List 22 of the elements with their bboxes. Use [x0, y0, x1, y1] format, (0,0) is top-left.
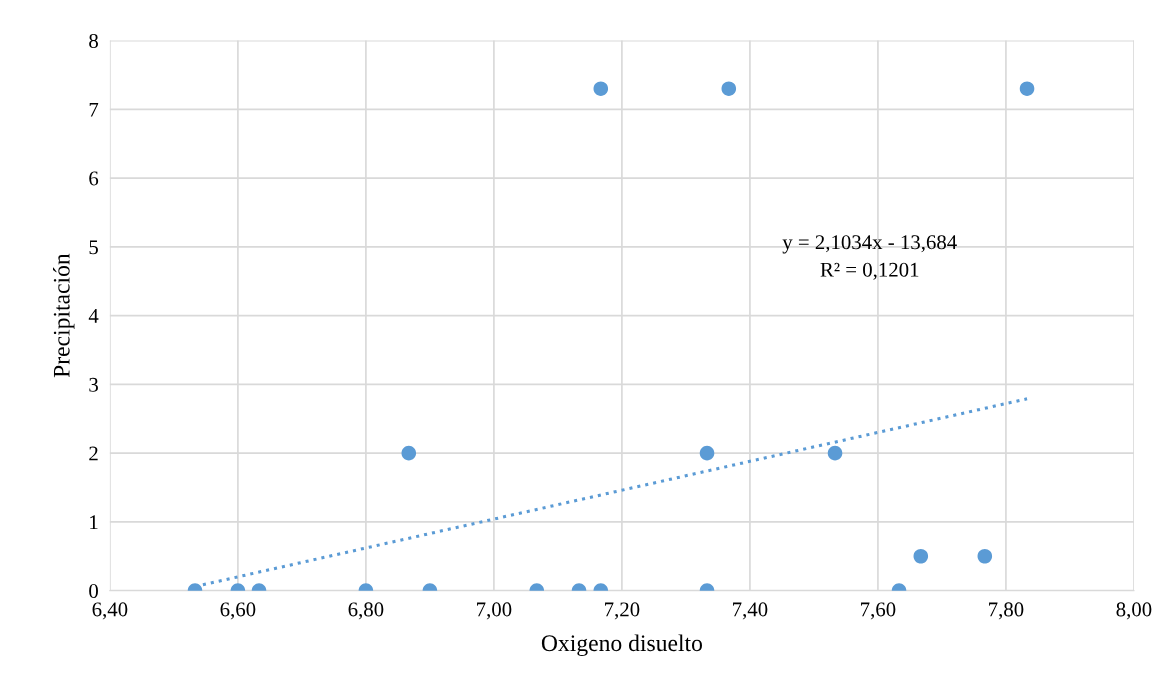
x-tick-label: 6,60	[220, 602, 256, 620]
x-tick-label: 8,00	[1116, 602, 1152, 620]
annotation: R² = 0,1201	[820, 262, 919, 280]
x-tick-label: 7,40	[733, 602, 768, 620]
annotation: y = 2,1034x - 13,684	[782, 235, 957, 254]
y-tick-label: 7	[89, 102, 99, 117]
y-tick-label: 4	[88, 309, 99, 323]
x-axis-title: Oxigeno disuelto	[541, 634, 702, 657]
y-tick-label: 6	[89, 171, 99, 186]
y-axis-title: Precipitación	[53, 253, 75, 378]
y-tick-label: 8	[89, 33, 98, 48]
y-tick-label: 3	[89, 377, 98, 392]
x-tick-label: 7,00	[477, 602, 512, 620]
y-tick-label: 1	[90, 515, 98, 530]
x-tick-label: 7,60	[861, 602, 896, 620]
y-tick-label: 2	[89, 446, 98, 461]
y-tick-label: 0	[89, 584, 98, 599]
x-tick-label: 6,40	[92, 602, 128, 620]
x-tick-label: 7,80	[989, 602, 1024, 620]
x-tick-label: 7,20	[605, 602, 640, 620]
x-tick-label: 6,80	[348, 602, 384, 620]
y-tick-label: 5	[89, 240, 98, 255]
